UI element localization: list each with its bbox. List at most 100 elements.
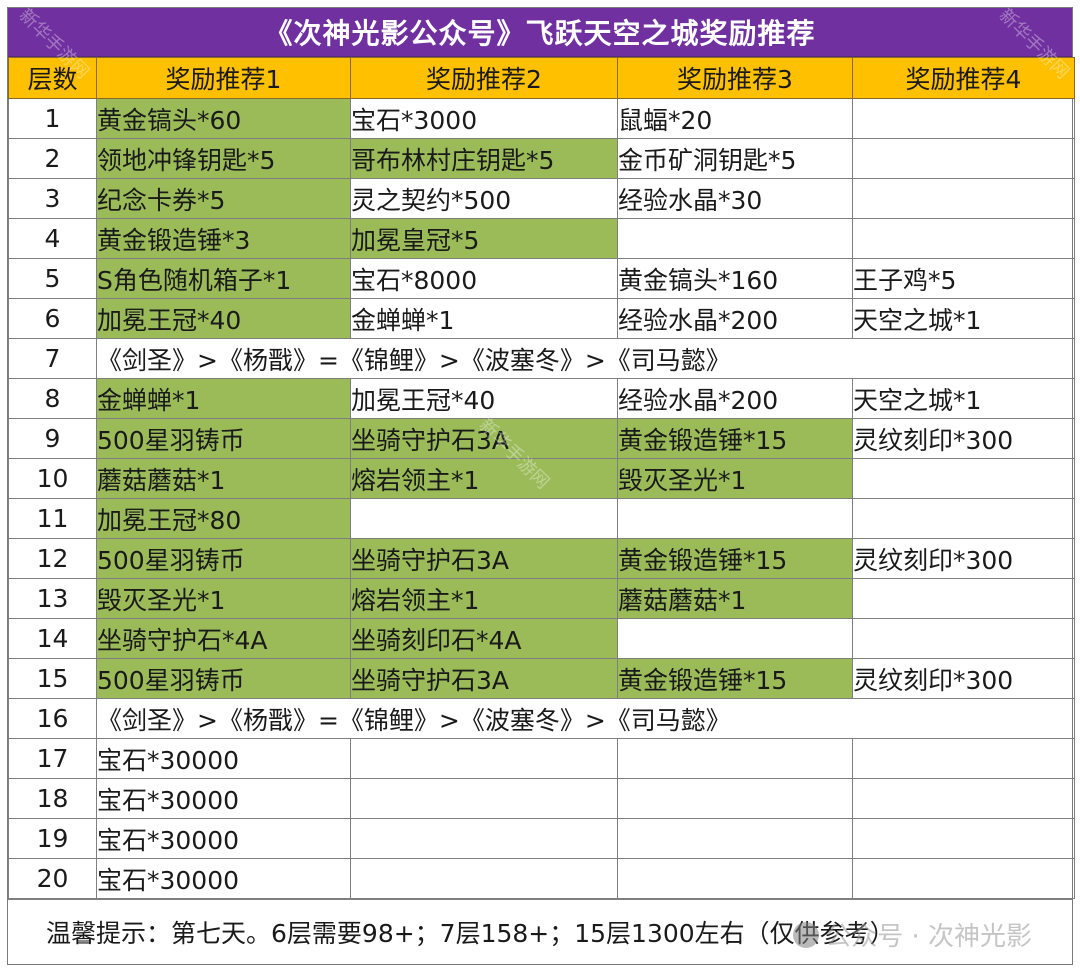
reward-cell-3: 金币矿洞钥匙*5 <box>617 138 853 179</box>
table-row: 16 《剑圣》>《杨戬》=《锦鲤》>《波塞冬》>《司马懿》 <box>8 698 1075 739</box>
table-row: 14 坐骑守护石*4A 坐骑刻印石*4A <box>8 618 1075 659</box>
floor-cell: 11 <box>8 498 97 539</box>
header-reward-2: 奖励推荐2 <box>350 57 618 99</box>
reward-cell-2: 灵之契约*500 <box>350 178 618 219</box>
header-reward-4: 奖励推荐4 <box>852 57 1075 99</box>
table-row: 20 宝石*30000 <box>8 858 1075 899</box>
reward-cell-1: S角色随机箱子*1 <box>96 258 351 299</box>
floor-cell: 6 <box>8 298 97 339</box>
table-row: 6 加冕王冠*40 金蝉蝉*1 经验水晶*200 天空之城*1 <box>8 298 1075 339</box>
floor-cell: 17 <box>8 738 97 779</box>
floor-cell: 1 <box>8 98 97 139</box>
table-body: 1 黄金镐头*60 宝石*3000 鼠蝠*20 2 领地冲锋钥匙*5 哥布林村庄钥匙*5 金币… <box>8 98 1075 899</box>
floor-cell: 4 <box>8 218 97 259</box>
reward-cell-2 <box>350 818 618 859</box>
reward-cell-4: 王子鸡*5 <box>852 258 1075 299</box>
reward-cell-2: 宝石*8000 <box>350 258 618 299</box>
table-row: 1 黄金镐头*60 宝石*3000 鼠蝠*20 <box>8 98 1075 139</box>
reward-cell-4 <box>852 778 1075 819</box>
reward-cell-3: 黄金锻造锤*15 <box>617 418 853 459</box>
reward-cell-1: 蘑菇蘑菇*1 <box>96 458 351 499</box>
floor-cell: 5 <box>8 258 97 299</box>
table-row: 15 500星羽铸币 坐骑守护石3A 黄金锻造锤*15 灵纹刻印*300 <box>8 658 1075 699</box>
reward-cell-3: 毁灭圣光*1 <box>617 458 853 499</box>
header-row: 层数 奖励推荐1 奖励推荐2 奖励推荐3 奖励推荐4 <box>8 57 1075 99</box>
reward-cell-1: 宝石*30000 <box>96 818 351 859</box>
reward-cell-2 <box>350 738 618 779</box>
reward-cell-3: 蘑菇蘑菇*1 <box>617 578 853 619</box>
reward-table: 层数 奖励推荐1 奖励推荐2 奖励推荐3 奖励推荐4 1 黄金镐头*60 宝石*30… <box>8 57 1075 899</box>
table-row: 17 宝石*30000 <box>8 738 1075 779</box>
reward-cell-2: 熔岩领主*1 <box>350 458 618 499</box>
reward-cell-1: 加冕王冠*80 <box>96 498 351 539</box>
reward-cell-3 <box>617 778 853 819</box>
reward-cell-1: 坐骑守护石*4A <box>96 618 351 659</box>
reward-cell-3: 鼠蝠*20 <box>617 98 853 139</box>
floor-cell: 16 <box>8 698 97 739</box>
header-floor: 层数 <box>8 57 97 99</box>
reward-cell-2: 坐骑守护石3A <box>350 538 618 579</box>
reward-cell-3 <box>617 498 853 539</box>
reward-cell-4 <box>852 178 1075 219</box>
reward-cell-2: 加冕王冠*40 <box>350 378 618 419</box>
reward-cell-3: 经验水晶*30 <box>617 178 853 219</box>
reward-cell-4 <box>852 818 1075 859</box>
reward-cell-3: 黄金锻造锤*15 <box>617 658 853 699</box>
floor-cell: 7 <box>8 338 97 379</box>
reward-cell-3 <box>617 858 853 899</box>
floor-cell: 3 <box>8 178 97 219</box>
reward-cell-2: 加冕皇冠*5 <box>350 218 618 259</box>
footer-note: 温馨提示：第七天。6层需要98+；7层158+；15层1300左右（仅供参考） <box>46 919 895 948</box>
reward-cell-1: 加冕王冠*40 <box>96 298 351 339</box>
floor-cell: 12 <box>8 538 97 579</box>
sheet-title: 《次神光影公众号》飞跃天空之城奖励推荐 <box>8 8 1072 57</box>
header-reward-1: 奖励推荐1 <box>96 57 351 99</box>
reward-cell-3: 经验水晶*200 <box>617 378 853 419</box>
table-row: 12 500星羽铸币 坐骑守护石3A 黄金锻造锤*15 灵纹刻印*300 <box>8 538 1075 579</box>
reward-cell-2: 坐骑刻印石*4A <box>350 618 618 659</box>
floor-cell: 14 <box>8 618 97 659</box>
floor-cell: 2 <box>8 138 97 179</box>
floor-cell: 8 <box>8 378 97 419</box>
reward-cell-1: 纪念卡券*5 <box>96 178 351 219</box>
reward-cell-2 <box>350 778 618 819</box>
reward-cell-2: 宝石*3000 <box>350 98 618 139</box>
floor-cell: 15 <box>8 658 97 699</box>
reward-cell-4 <box>852 858 1075 899</box>
reward-cell-2 <box>350 858 618 899</box>
reward-sheet: 《次神光影公众号》飞跃天空之城奖励推荐 层数 奖励推荐1 奖励推荐2 奖励推荐3… <box>7 7 1075 965</box>
reward-cell-1: 500星羽铸币 <box>96 418 351 459</box>
lineup-ranking-cell: 《剑圣》>《杨戬》=《锦鲤》>《波塞冬》>《司马懿》 <box>96 338 1075 379</box>
table-row: 13 毁灭圣光*1 熔岩领主*1 蘑菇蘑菇*1 <box>8 578 1075 619</box>
table-row: 4 黄金锻造锤*3 加冕皇冠*5 <box>8 218 1075 259</box>
floor-cell: 9 <box>8 418 97 459</box>
reward-cell-4: 天空之城*1 <box>852 378 1075 419</box>
reward-cell-3: 黄金镐头*160 <box>617 258 853 299</box>
table-row: 18 宝石*30000 <box>8 778 1075 819</box>
reward-cell-3 <box>617 618 853 659</box>
floor-cell: 20 <box>8 858 97 899</box>
reward-cell-4 <box>852 498 1075 539</box>
reward-cell-4 <box>852 738 1075 779</box>
reward-cell-4 <box>852 98 1075 139</box>
reward-cell-2: 金蝉蝉*1 <box>350 298 618 339</box>
table-row: 19 宝石*30000 <box>8 818 1075 859</box>
reward-cell-4: 灵纹刻印*300 <box>852 538 1075 579</box>
reward-cell-1: 黄金锻造锤*3 <box>96 218 351 259</box>
table-row: 2 领地冲锋钥匙*5 哥布林村庄钥匙*5 金币矿洞钥匙*5 <box>8 138 1075 179</box>
reward-cell-2: 熔岩领主*1 <box>350 578 618 619</box>
reward-cell-1: 金蝉蝉*1 <box>96 378 351 419</box>
reward-cell-4 <box>852 578 1075 619</box>
reward-cell-4 <box>852 458 1075 499</box>
table-row: 5 S角色随机箱子*1 宝石*8000 黄金镐头*160 王子鸡*5 <box>8 258 1075 299</box>
reward-cell-4 <box>852 618 1075 659</box>
reward-cell-1: 黄金镐头*60 <box>96 98 351 139</box>
table-row: 9 500星羽铸币 坐骑守护石3A 黄金锻造锤*15 灵纹刻印*300 <box>8 418 1075 459</box>
reward-cell-3 <box>617 218 853 259</box>
reward-cell-1: 毁灭圣光*1 <box>96 578 351 619</box>
floor-cell: 10 <box>8 458 97 499</box>
reward-cell-4: 天空之城*1 <box>852 298 1075 339</box>
reward-cell-1: 宝石*30000 <box>96 738 351 779</box>
reward-cell-1: 500星羽铸币 <box>96 658 351 699</box>
header-reward-3: 奖励推荐3 <box>617 57 853 99</box>
